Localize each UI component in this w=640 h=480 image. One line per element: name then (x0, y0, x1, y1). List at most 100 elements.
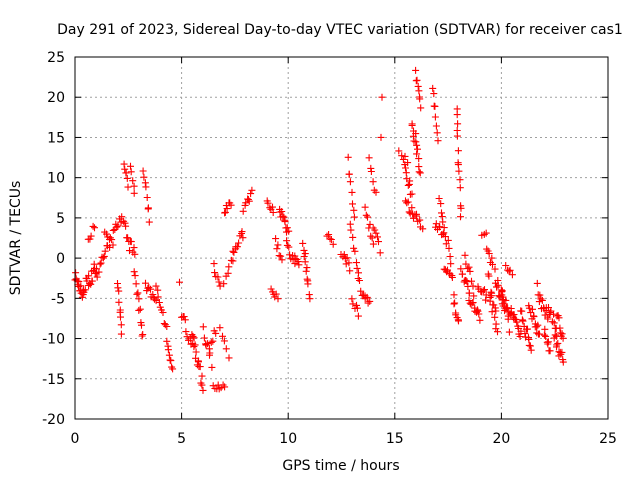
axis-ticks (74, 56, 609, 420)
data-point (225, 354, 233, 362)
data-point (551, 331, 559, 339)
data-point (272, 290, 280, 298)
data-point (354, 312, 362, 320)
data-point (345, 259, 353, 267)
data-point (216, 324, 224, 332)
data-point (276, 208, 284, 216)
data-point (113, 223, 121, 231)
data-point (432, 122, 440, 130)
data-point (285, 243, 293, 251)
y-tick-labels: -20 -15 -10 -5 0 5 10 15 20 25 (42, 50, 65, 428)
y-tick-label: 25 (47, 50, 65, 66)
data-point (154, 293, 162, 301)
data-point (431, 102, 439, 110)
y-tick-label: 10 (47, 171, 65, 187)
data-point (130, 182, 138, 190)
data-point (142, 183, 150, 191)
data-point (117, 321, 125, 329)
data-point (366, 220, 374, 228)
data-point (413, 141, 421, 149)
data-point (491, 265, 499, 273)
data-point (72, 269, 80, 277)
data-point (444, 236, 452, 244)
data-point (216, 282, 224, 290)
grid-lines (75, 57, 608, 419)
data-point (348, 295, 356, 303)
data-point (124, 183, 132, 191)
data-point (221, 383, 229, 391)
data-point (436, 223, 444, 231)
data-point (183, 333, 191, 341)
data-point (274, 241, 282, 249)
data-point (487, 288, 495, 296)
data-point (301, 250, 309, 258)
data-point (191, 341, 199, 349)
data-point (368, 234, 376, 242)
data-point (347, 226, 355, 234)
data-point (555, 314, 563, 322)
data-point (147, 285, 154, 293)
data-point (199, 323, 207, 331)
data-point (120, 160, 128, 168)
data-point (130, 244, 138, 252)
data-point (415, 87, 423, 95)
x-axis-label: GPS time / hours (282, 458, 399, 474)
data-point (273, 245, 281, 253)
data-point (88, 277, 96, 285)
data-point (406, 177, 414, 185)
data-point (127, 238, 135, 246)
data-point (239, 207, 247, 215)
data-point (457, 204, 465, 212)
data-point (145, 218, 153, 226)
data-point (149, 291, 157, 298)
data-point (492, 320, 500, 328)
data-point (198, 372, 206, 380)
data-point (475, 310, 483, 318)
data-point (488, 254, 496, 262)
data-point (138, 321, 145, 329)
y-tick-label: -20 (42, 412, 65, 428)
data-point (278, 256, 286, 264)
data-point (283, 224, 291, 232)
data-point (416, 169, 424, 177)
data-point (402, 164, 409, 172)
data-point (430, 90, 438, 98)
data-point (300, 246, 308, 254)
data-point (207, 338, 215, 346)
data-point (559, 334, 567, 342)
data-point (248, 186, 256, 194)
data-point (470, 292, 478, 300)
data-point (353, 304, 361, 312)
data-point (525, 336, 533, 343)
data-point (212, 329, 220, 337)
data-point (302, 267, 310, 275)
data-point (550, 319, 558, 327)
data-point (502, 262, 510, 269)
data-point (350, 213, 358, 221)
data-point (513, 318, 521, 326)
data-point (508, 271, 516, 279)
data-point (165, 351, 173, 359)
data-point (415, 155, 423, 163)
data-point (299, 239, 307, 247)
data-point (202, 341, 210, 349)
data-point (115, 287, 123, 295)
data-point (367, 164, 375, 172)
data-point (351, 247, 359, 255)
data-point (453, 132, 461, 140)
data-point (192, 348, 200, 356)
data-point (457, 265, 465, 273)
data-point (77, 282, 85, 290)
data-point (529, 305, 536, 313)
data-point (440, 224, 448, 232)
data-point (356, 277, 363, 284)
y-tick-label: 20 (47, 90, 65, 106)
data-point (454, 161, 462, 169)
data-point (372, 229, 380, 237)
data-point (118, 213, 126, 221)
data-point (127, 168, 135, 176)
data-point (372, 188, 380, 196)
data-point (132, 280, 140, 288)
data-point (247, 190, 255, 198)
data-point (361, 203, 369, 211)
